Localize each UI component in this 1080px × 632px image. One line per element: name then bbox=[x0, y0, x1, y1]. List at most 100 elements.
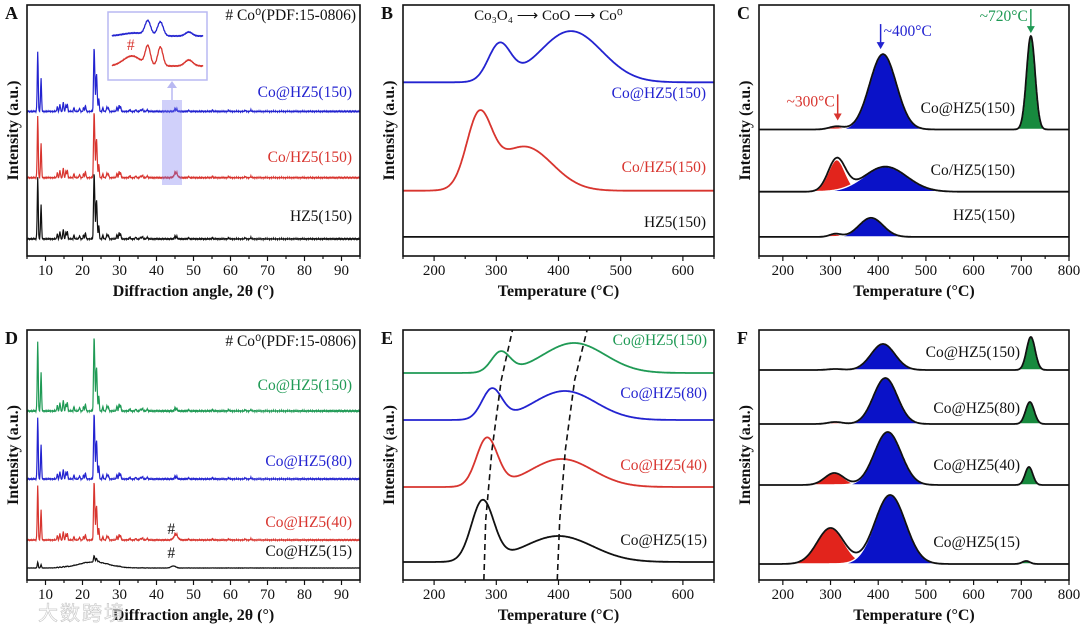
x-tick-label: 10 bbox=[38, 587, 53, 603]
x-tick-label: 200 bbox=[772, 587, 795, 603]
series-line bbox=[27, 113, 360, 181]
series-label: Co@HZ5(150) bbox=[926, 344, 1020, 361]
x-tick-label: 800 bbox=[1058, 263, 1080, 279]
panel-B: B Co@HZ5(150) Co/HZ5(150) HZ5(150) 200 300 400… bbox=[381, 3, 715, 300]
x-tick-label: 200 bbox=[423, 263, 446, 279]
arrow-head-icon bbox=[833, 113, 842, 121]
panel-letter: D bbox=[5, 328, 18, 348]
temperature-annotation: ~400°C bbox=[884, 23, 932, 40]
series-label: Co@HZ5(80) bbox=[933, 400, 1020, 417]
component-peak bbox=[834, 431, 942, 486]
x-tick-label: 500 bbox=[609, 587, 632, 603]
x-tick-label: 400 bbox=[547, 587, 570, 603]
series-line bbox=[27, 554, 360, 569]
component-peak bbox=[1013, 35, 1049, 131]
x-tick-label: 500 bbox=[609, 263, 632, 279]
x-tick-label: 20 bbox=[75, 263, 90, 279]
co-peak-mark: # bbox=[167, 545, 175, 562]
peak-shift-guide bbox=[556, 330, 588, 580]
series-label: Co@HZ5(40) bbox=[265, 514, 352, 531]
x-axis-title: Temperature (°C) bbox=[853, 607, 974, 624]
co-peak-mark: # bbox=[127, 37, 135, 54]
arrow-head-icon bbox=[876, 42, 885, 50]
panel-letter: C bbox=[737, 3, 750, 23]
y-axis-title: Intensity (a.u.) bbox=[737, 405, 754, 505]
x-tick-label: 300 bbox=[485, 263, 508, 279]
series-label: Co@HZ5(150) bbox=[258, 84, 352, 101]
series-line bbox=[403, 30, 714, 84]
temperature-annotation: ~300°C bbox=[787, 93, 835, 110]
x-tick-label: 400 bbox=[867, 263, 890, 279]
x-axis-title: Temperature (°C) bbox=[498, 283, 619, 300]
plot-area bbox=[27, 48, 360, 242]
series-line bbox=[403, 109, 714, 192]
x-tick-label: 90 bbox=[334, 263, 349, 279]
series-label: Co@HZ5(15) bbox=[265, 543, 352, 560]
series-label: Co@HZ5(40) bbox=[620, 457, 707, 474]
component-peak bbox=[829, 53, 937, 131]
x-tick-label: 50 bbox=[186, 263, 201, 279]
series-line bbox=[403, 342, 714, 374]
x-axis-title: Temperature (°C) bbox=[853, 283, 974, 300]
panel-letter: E bbox=[381, 328, 393, 348]
x-tick-label: 10 bbox=[38, 263, 53, 279]
temperature-annotation: ~720°C bbox=[980, 8, 1028, 25]
peak-shift-guide bbox=[483, 330, 514, 580]
series-envelope bbox=[759, 431, 1069, 486]
plot-area bbox=[759, 336, 1069, 565]
arrow-head-icon bbox=[1026, 26, 1035, 34]
plot-frame bbox=[758, 329, 1070, 581]
x-axis-title: Diffraction angle, 2θ (°) bbox=[113, 607, 274, 624]
component-peak bbox=[837, 377, 934, 425]
series-label: HZ5(150) bbox=[644, 214, 706, 231]
series-label: HZ5(150) bbox=[290, 208, 352, 225]
y-axis-title: Intensity (a.u.) bbox=[737, 80, 754, 180]
x-tick-label: 40 bbox=[149, 263, 164, 279]
panel-letter: F bbox=[737, 328, 748, 348]
plot-area bbox=[403, 30, 714, 238]
inset-frame bbox=[107, 11, 208, 81]
series-line bbox=[403, 498, 714, 563]
panel-D: D Co@HZ5(150) Co@HZ5(80) Co@HZ5(40) Co@HZ5(1… bbox=[5, 328, 361, 624]
x-tick-label: 600 bbox=[962, 587, 985, 603]
series-line bbox=[27, 414, 360, 482]
x-tick-label: 700 bbox=[1010, 587, 1033, 603]
x-tick-label: 600 bbox=[672, 263, 695, 279]
reduction-sequence-annotation: Co₃O₄ ⟶ CoO ⟶ Co⁰ bbox=[474, 8, 623, 24]
series-line bbox=[27, 482, 360, 543]
x-tick-label: 800 bbox=[1058, 587, 1080, 603]
x-tick-label: 400 bbox=[867, 587, 890, 603]
panel-C: C Co@HZ5(150) Co/HZ5(150) HZ5(150) 200 300 400… bbox=[737, 3, 1080, 300]
x-tick-label: 30 bbox=[112, 587, 127, 603]
series-label: Co@HZ5(80) bbox=[265, 453, 352, 470]
arrow-up-icon bbox=[167, 81, 177, 88]
plot-area bbox=[759, 34, 1069, 238]
x-tick-label: 300 bbox=[819, 587, 842, 603]
x-tick-label: 60 bbox=[223, 263, 238, 279]
phase-reference-note: # Co⁰(PDF:15-0806) bbox=[225, 7, 356, 24]
inset-series-line bbox=[111, 44, 204, 68]
x-tick-label: 70 bbox=[260, 263, 275, 279]
series-label: Co@HZ5(80) bbox=[620, 385, 707, 402]
inset-series-line bbox=[111, 19, 204, 38]
series-envelope bbox=[759, 336, 1069, 371]
series-label: Co/HZ5(150) bbox=[931, 162, 1015, 179]
series-label: Co@HZ5(150) bbox=[921, 100, 1015, 117]
x-tick-label: 600 bbox=[962, 263, 985, 279]
x-tick-label: 300 bbox=[485, 587, 508, 603]
series-line bbox=[403, 436, 714, 488]
series-envelope bbox=[759, 494, 1069, 565]
series-line bbox=[27, 174, 360, 242]
x-tick-label: 400 bbox=[547, 263, 570, 279]
x-tick-label: 600 bbox=[672, 587, 695, 603]
x-tick-label: 80 bbox=[297, 587, 312, 603]
panel-F: F Co@HZ5(150) Co@HZ5(80) Co@HZ5(40) Co@HZ5(1… bbox=[737, 328, 1080, 624]
component-peak bbox=[835, 343, 931, 371]
panel-letter: A bbox=[5, 3, 18, 23]
x-tick-label: 200 bbox=[772, 263, 795, 279]
y-axis-title: Intensity (a.u.) bbox=[5, 405, 22, 505]
x-axis-title: Diffraction angle, 2θ (°) bbox=[113, 283, 274, 300]
x-tick-label: 70 bbox=[260, 587, 275, 603]
series-line bbox=[27, 338, 360, 414]
series-label: Co@HZ5(40) bbox=[933, 457, 1020, 474]
